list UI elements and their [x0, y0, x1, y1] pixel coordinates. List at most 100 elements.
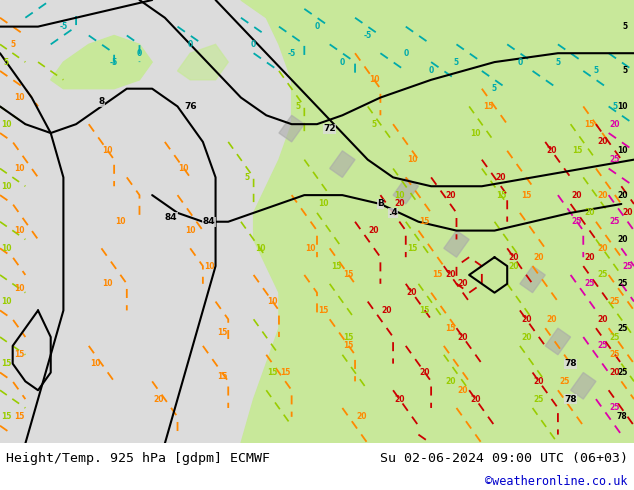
Text: 20: 20: [585, 208, 595, 218]
Text: 20: 20: [496, 173, 506, 182]
Text: 10: 10: [179, 164, 189, 173]
Text: 20: 20: [394, 394, 404, 404]
Text: 15: 15: [407, 244, 417, 253]
Polygon shape: [330, 151, 355, 177]
Polygon shape: [241, 0, 634, 443]
Text: 10: 10: [1, 244, 11, 253]
Text: 15: 15: [483, 102, 493, 111]
Text: 20: 20: [610, 368, 620, 377]
Text: 10: 10: [185, 226, 195, 235]
Text: 20: 20: [597, 244, 607, 253]
Text: 10: 10: [1, 120, 11, 129]
Text: 25: 25: [572, 217, 582, 226]
Text: 15: 15: [420, 217, 430, 226]
Text: 15: 15: [280, 368, 290, 377]
Text: 15: 15: [14, 350, 24, 359]
Polygon shape: [380, 71, 431, 106]
Text: 10: 10: [268, 297, 278, 306]
Text: 20: 20: [610, 120, 620, 129]
Text: 84: 84: [203, 217, 216, 226]
Text: 15: 15: [1, 413, 11, 421]
Text: 15: 15: [496, 191, 506, 199]
Text: 15: 15: [344, 333, 354, 342]
Text: 10: 10: [407, 155, 417, 164]
Text: 15: 15: [344, 270, 354, 279]
Text: 10: 10: [204, 262, 214, 270]
Text: 10: 10: [14, 93, 24, 102]
Text: 20: 20: [445, 270, 455, 279]
Text: 20: 20: [547, 147, 557, 155]
Text: 25: 25: [618, 324, 628, 333]
Text: 5: 5: [492, 84, 497, 93]
Text: 8: 8: [98, 98, 105, 106]
Text: 5: 5: [623, 67, 628, 75]
Text: 20: 20: [521, 315, 531, 324]
Text: 20: 20: [470, 394, 481, 404]
Text: 5: 5: [612, 102, 618, 111]
Polygon shape: [545, 328, 571, 355]
Text: 20: 20: [597, 191, 607, 199]
Text: 5: 5: [10, 40, 15, 49]
Text: ©weatheronline.co.uk: ©weatheronline.co.uk: [485, 475, 628, 488]
Text: 20: 20: [597, 137, 607, 147]
Text: 20: 20: [617, 235, 628, 244]
Text: 15: 15: [318, 306, 328, 315]
Text: 10: 10: [1, 297, 11, 306]
Text: 5: 5: [623, 22, 628, 31]
Text: 25: 25: [618, 279, 628, 288]
Text: 20: 20: [369, 226, 379, 235]
Text: 5: 5: [295, 102, 301, 111]
Text: 25: 25: [623, 262, 633, 270]
Text: 25: 25: [597, 270, 607, 279]
Text: 15: 15: [344, 342, 354, 350]
Text: 15: 15: [331, 262, 341, 270]
Text: 20: 20: [420, 368, 430, 377]
Text: 0: 0: [314, 22, 320, 31]
Text: 0: 0: [517, 58, 522, 67]
Text: 15: 15: [420, 306, 430, 315]
Text: 5: 5: [555, 58, 560, 67]
Text: 10: 10: [255, 244, 265, 253]
Text: 25: 25: [559, 377, 569, 386]
Text: 20: 20: [534, 253, 544, 262]
Text: 78: 78: [564, 359, 577, 368]
Polygon shape: [393, 177, 418, 204]
Text: 15: 15: [14, 413, 24, 421]
Text: B: B: [377, 199, 384, 208]
Polygon shape: [520, 266, 545, 293]
Text: .4: .4: [388, 208, 398, 218]
Text: 5: 5: [454, 58, 459, 67]
Text: 10: 10: [318, 199, 328, 208]
Text: 10: 10: [369, 75, 379, 84]
Text: 20: 20: [547, 315, 557, 324]
Text: 20: 20: [458, 333, 468, 342]
Text: 78: 78: [564, 394, 577, 404]
Text: 20: 20: [623, 208, 633, 218]
Text: 20: 20: [617, 191, 628, 199]
Text: -5: -5: [110, 58, 119, 67]
Text: 15: 15: [585, 120, 595, 129]
Text: 5: 5: [593, 67, 598, 75]
Text: 20: 20: [508, 253, 519, 262]
Text: 15: 15: [572, 147, 582, 155]
Text: 20: 20: [585, 253, 595, 262]
Text: 25: 25: [618, 368, 628, 377]
Text: 5: 5: [372, 120, 377, 129]
Text: 10: 10: [14, 164, 24, 173]
Text: 20: 20: [445, 377, 455, 386]
Text: 20: 20: [597, 315, 607, 324]
Text: Su 02-06-2024 09:00 UTC (06+03): Su 02-06-2024 09:00 UTC (06+03): [380, 452, 628, 465]
Text: 25: 25: [610, 297, 620, 306]
Text: 15: 15: [217, 372, 227, 381]
Polygon shape: [444, 231, 469, 257]
Text: Height/Temp. 925 hPa [gdpm] ECMWF: Height/Temp. 925 hPa [gdpm] ECMWF: [6, 452, 270, 465]
Text: 0: 0: [403, 49, 408, 58]
Text: 15: 15: [217, 328, 227, 337]
Text: 0: 0: [251, 40, 256, 49]
Text: 78: 78: [617, 413, 628, 421]
Text: 15: 15: [432, 270, 443, 279]
Text: -5: -5: [287, 49, 296, 58]
Text: 0: 0: [429, 67, 434, 75]
Text: 0: 0: [340, 58, 345, 67]
Polygon shape: [51, 35, 152, 89]
